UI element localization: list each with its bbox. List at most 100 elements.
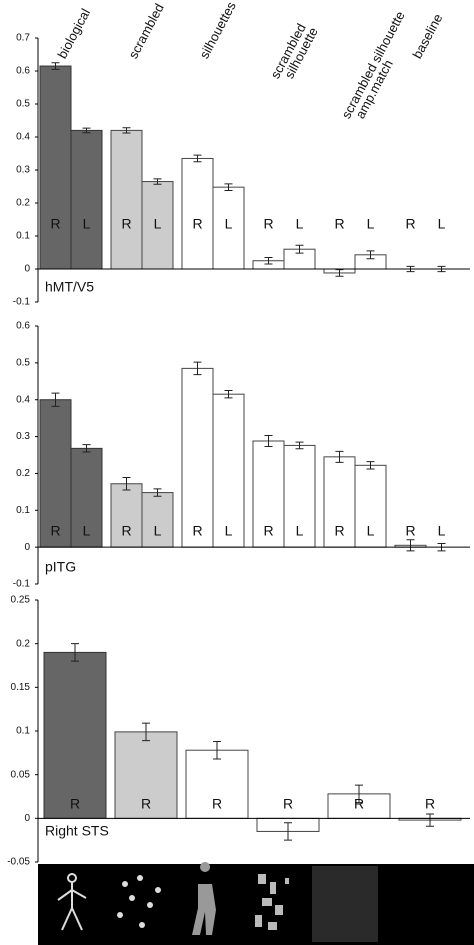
error-bar — [122, 127, 131, 134]
bar — [141, 492, 174, 548]
bar — [354, 464, 387, 548]
y-tick-label: 0.3 — [16, 165, 30, 176]
bar-series-label: L — [296, 216, 304, 232]
error-bar — [193, 154, 202, 163]
bar-series-label: R — [70, 796, 80, 812]
bar — [43, 651, 107, 819]
bar-series-label: L — [154, 523, 162, 539]
bar — [110, 483, 143, 548]
y-tick-label: 0.15 — [11, 682, 31, 693]
error-bar — [224, 390, 233, 399]
y-tick-label: 0.2 — [16, 198, 30, 209]
y-tick-label: 0.6 — [16, 321, 30, 332]
y-tick-label: 0 — [24, 813, 30, 824]
y-tick-label: 0.5 — [16, 99, 30, 110]
bar-series-label: R — [192, 523, 202, 539]
y-tick-label: 0.7 — [16, 33, 30, 44]
error-bar — [71, 643, 79, 662]
bar-series-label: L — [296, 523, 304, 539]
y-tick-label: 0.4 — [16, 394, 30, 405]
bar-series-label: R — [141, 796, 151, 812]
bar-series-label: R — [425, 796, 435, 812]
error-bar — [193, 361, 202, 376]
bar-series-label: R — [334, 523, 344, 539]
y-tick-label: 0.5 — [16, 357, 30, 368]
error-bar — [295, 441, 304, 450]
bar — [70, 129, 103, 270]
y-tick-label: 0.4 — [16, 132, 30, 143]
bar-series-label: L — [154, 216, 162, 232]
bar-series-label: R — [334, 216, 344, 232]
y-tick-label: -0.1 — [13, 579, 31, 590]
y-tick-label: 0.05 — [11, 769, 31, 780]
error-bar — [142, 722, 150, 742]
error-bar — [355, 784, 363, 804]
bar-series-label: R — [121, 216, 131, 232]
bar — [39, 65, 72, 270]
biological-figure — [57, 873, 87, 931]
bar-series-label: R — [121, 523, 131, 539]
error-bar — [51, 62, 60, 70]
bar-series-label: R — [212, 796, 222, 812]
y-tick-label: 0 — [24, 542, 30, 553]
error-bar — [335, 450, 344, 463]
y-tick-label: 0.2 — [16, 638, 30, 649]
scrambled-figure — [117, 875, 161, 928]
bar — [181, 157, 214, 270]
bar-series-label: L — [438, 216, 446, 232]
bar — [212, 186, 245, 270]
panel-label: hMT/V5 — [45, 279, 94, 295]
error-bar — [264, 256, 273, 265]
bar-series-label: R — [263, 523, 273, 539]
error-bar — [153, 488, 162, 497]
error-bar — [284, 822, 292, 841]
error-bar — [366, 461, 375, 470]
bar-series-label: L — [83, 216, 91, 232]
y-tick-label: 0.2 — [16, 468, 30, 479]
error-bar — [224, 183, 233, 191]
bar — [181, 367, 214, 548]
category-label: silhouettes — [196, 0, 239, 61]
y-tick-label: 0.3 — [16, 431, 30, 442]
stimulus-strip — [38, 862, 474, 945]
panel-label: Right STS — [45, 823, 109, 839]
bar-series-label: R — [405, 216, 415, 232]
category-label: scrambled — [125, 1, 166, 61]
error-bar — [122, 476, 131, 491]
bar — [323, 456, 356, 548]
category-label: baseline — [409, 11, 445, 61]
y-tick-label: 0 — [24, 264, 30, 275]
bar — [185, 749, 249, 819]
error-bar — [153, 178, 162, 185]
y-tick-label: 0.25 — [11, 595, 31, 606]
error-bar — [426, 813, 434, 827]
y-tick-label: -0.05 — [7, 857, 30, 868]
bar-series-label: L — [367, 216, 375, 232]
y-tick-label: 0.1 — [16, 726, 30, 737]
bar-series-label: R — [354, 796, 364, 812]
y-tick-label: 0.1 — [16, 505, 30, 516]
bar-series-label: L — [83, 523, 91, 539]
error-bar — [82, 444, 91, 453]
y-tick-label: 0.1 — [16, 231, 30, 242]
error-bar — [366, 250, 375, 260]
category-label: biological — [54, 6, 93, 61]
bar-series-label: R — [283, 796, 293, 812]
bar-series-label: L — [225, 216, 233, 232]
error-bar — [295, 244, 304, 254]
error-bar — [264, 434, 273, 448]
bar-series-label: R — [50, 523, 60, 539]
bar-series-label: L — [438, 523, 446, 539]
bar-series-label: R — [405, 523, 415, 539]
error-bar — [335, 269, 344, 277]
y-tick-label: 0.6 — [16, 66, 30, 77]
error-bar — [213, 740, 221, 760]
bar — [283, 444, 316, 548]
bar-series-label: R — [50, 216, 60, 232]
silhouette-figure — [192, 862, 216, 935]
bar-series-label: L — [367, 523, 375, 539]
bar-series-label: R — [263, 216, 273, 232]
panel-label: pITG — [45, 559, 76, 575]
bar-series-label: R — [192, 216, 202, 232]
